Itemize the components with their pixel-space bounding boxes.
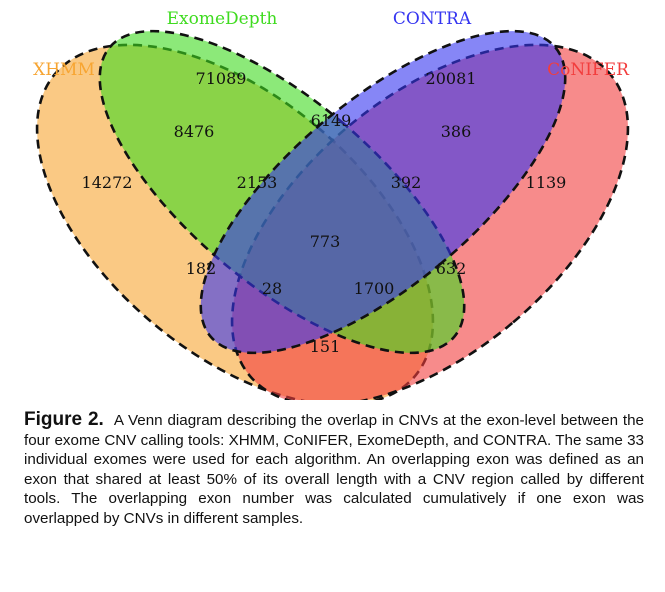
figure-caption: Figure 2. A Venn diagram describing the … [24, 410, 644, 529]
region-xhmm-only: 14272 [82, 173, 133, 192]
figure-label: Figure 2. [24, 409, 104, 430]
set-label-contra: CONTRA [393, 9, 472, 29]
region-xhmm-contra-conifer: 28 [262, 279, 282, 298]
caption-text: A Venn diagram describing the overlap in… [24, 412, 644, 527]
set-label-exomedepth: ExomeDepth [167, 9, 278, 29]
region-exomedepth-contra: 6149 [311, 111, 352, 130]
region-exomedepth-only: 71089 [196, 69, 247, 88]
region-conifer-only: 1139 [526, 173, 567, 192]
region-exomedepth-contra-conifer: 392 [391, 173, 422, 192]
region-xhmm-contra: 182 [186, 259, 217, 278]
region-xhmm-exomedepth: 8476 [174, 122, 215, 141]
region-xhmm-conifer: 151 [310, 337, 341, 356]
contra-ellipse [199, 29, 567, 355]
region-contra-conifer: 386 [441, 122, 472, 141]
region-xhmm-exomedepth-conifer: 1700 [354, 279, 395, 298]
venn-diagram: XHMM ExomeDepth CONTRA CoNIFER 71089 200… [33, 9, 630, 400]
set-label-conifer: CoNIFER [547, 60, 630, 80]
region-all-four: 773 [310, 232, 341, 251]
set-label-xhmm: XHMM [33, 60, 95, 80]
region-xhmm-exomedepth-contra: 2153 [237, 173, 278, 192]
region-contra-only: 20081 [426, 69, 477, 88]
region-exomedepth-conifer: 632 [436, 259, 467, 278]
